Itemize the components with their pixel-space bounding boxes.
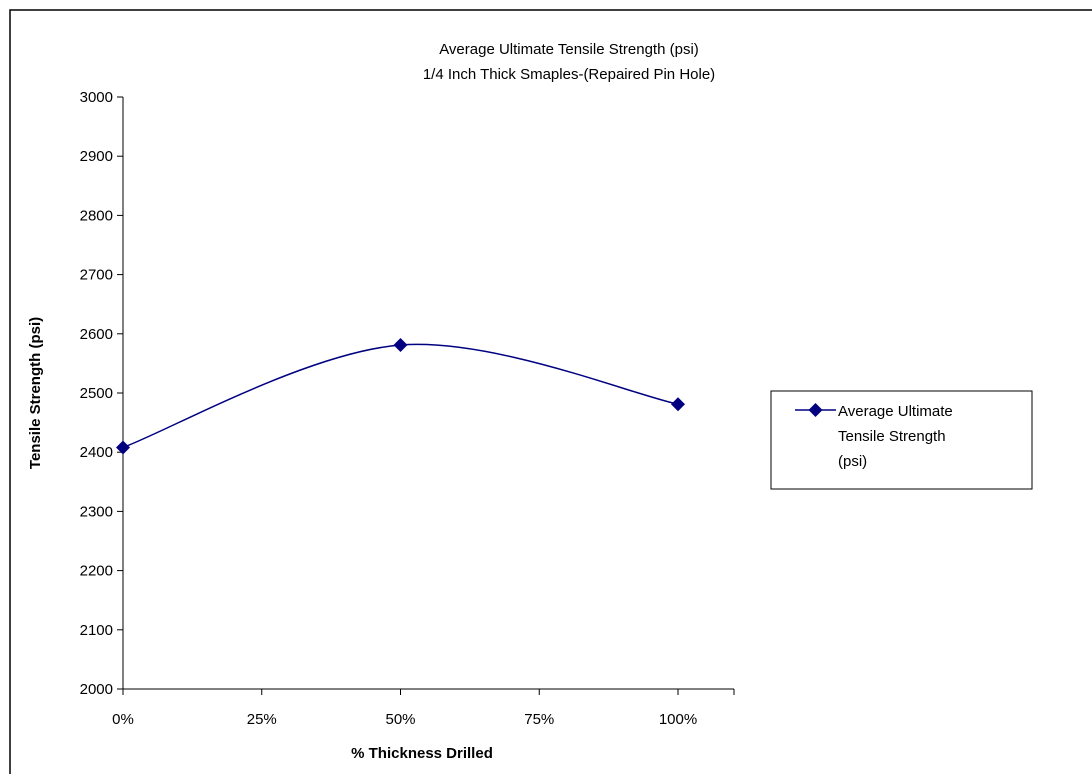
y-tick-label: 2300 xyxy=(80,503,113,520)
legend-label-line-2: Tensile Strength xyxy=(838,428,946,445)
y-axis-title: Tensile Strength (psi) xyxy=(27,317,44,469)
legend-diamond-marker xyxy=(808,403,823,417)
data-point-diamond xyxy=(116,440,130,455)
y-tick-label: 2100 xyxy=(80,622,113,639)
x-tick-label: 75% xyxy=(524,711,554,728)
y-axis-ticks: 2000 2100 2200 2300 2400 2500 2600 2700 2800 2900… xyxy=(80,89,123,698)
legend: Average Ultimate Tensile Strength (psi) xyxy=(770,390,1033,490)
series-layer xyxy=(116,338,685,455)
data-point-diamond xyxy=(671,397,685,412)
legend-label-line-1: Average Ultimate xyxy=(838,403,953,420)
x-axis-ticks: 0% 25% 50% 75% 100% xyxy=(112,689,735,728)
chart-title: Average Ultimate Tensile Strength (psi) xyxy=(439,41,699,58)
y-tick-label: 2800 xyxy=(80,207,113,224)
y-tick-label: 2500 xyxy=(80,385,113,402)
y-tick-label: 2200 xyxy=(80,563,113,580)
x-tick-label: 50% xyxy=(385,711,415,728)
x-tick-label: 100% xyxy=(659,711,697,728)
x-tick-label: 25% xyxy=(247,711,277,728)
y-tick-label: 2900 xyxy=(80,148,113,165)
y-tick-label: 3000 xyxy=(80,89,113,106)
legend-label-line-3: (psi) xyxy=(838,453,867,470)
x-tick-label: 0% xyxy=(112,711,134,728)
y-tick-label: 2000 xyxy=(80,681,113,698)
x-axis-title: % Thickness Drilled xyxy=(351,745,493,762)
chart-subtitle: 1/4 Inch Thick Smaples-(Repaired Pin Hol… xyxy=(423,66,715,83)
y-tick-label: 2600 xyxy=(80,326,113,343)
y-tick-label: 2400 xyxy=(80,444,113,461)
data-point-diamond xyxy=(393,338,408,353)
y-tick-label: 2700 xyxy=(80,267,113,284)
